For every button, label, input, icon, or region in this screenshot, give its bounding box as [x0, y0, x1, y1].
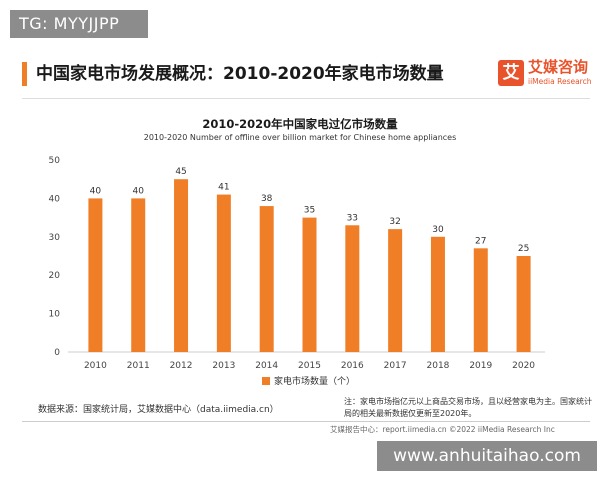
x-tick-label: 2015: [298, 361, 321, 371]
y-tick-label: 30: [49, 233, 61, 243]
legend-swatch: [262, 377, 270, 385]
bar: [174, 179, 189, 352]
brand-name-cn: 艾媒咨询: [528, 58, 589, 76]
bar: [430, 236, 445, 352]
y-tick-label: 20: [49, 271, 61, 281]
bar: [216, 194, 231, 352]
page-title: 中国家电市场发展概况：2010-2020年家电市场数量: [36, 64, 444, 84]
bar: [88, 198, 103, 352]
bar: [131, 198, 146, 352]
data-label: 27: [475, 236, 486, 246]
site-watermark: www.anhuitaihao.com: [377, 441, 597, 471]
bar: [516, 256, 531, 352]
y-tick-label: 50: [49, 156, 61, 166]
x-tick-label: 2013: [212, 361, 235, 371]
data-label: 40: [133, 186, 145, 196]
data-label: 33: [347, 213, 358, 223]
chart-subtitle: 2010-2020 Number of offline over billion…: [143, 133, 457, 142]
bar: [302, 217, 317, 352]
y-tick-label: 0: [54, 348, 60, 358]
data-label: 32: [389, 217, 400, 227]
data-label: 41: [218, 183, 229, 193]
y-tick-label: 40: [49, 194, 61, 204]
chart-title: 2010-2020年中国家电过亿市场数量: [202, 117, 398, 131]
data-label: 40: [90, 186, 102, 196]
data-label: 45: [175, 167, 186, 177]
bar: [345, 225, 360, 352]
x-tick-label: 2011: [127, 361, 150, 371]
x-tick-label: 2017: [384, 361, 407, 371]
header-divider: [22, 98, 590, 99]
legend-label: 家电市场数量（个）: [274, 377, 356, 387]
bar: [388, 229, 403, 352]
data-label: 30: [432, 225, 444, 235]
x-tick-label: 2018: [427, 361, 450, 371]
x-tick-label: 2014: [255, 361, 278, 371]
data-label: 25: [518, 244, 529, 254]
x-tick-label: 2016: [341, 361, 364, 371]
footer-divider: [22, 421, 590, 422]
tg-watermark: TG: MYYJJPP: [10, 10, 148, 38]
brand-name-en: iiMedia Research: [528, 77, 592, 86]
chart-legend: 家电市场数量（个）: [262, 376, 355, 388]
header-accent-bar: [22, 62, 27, 86]
data-source: 数据来源：国家统计局，艾媒数据中心（data.iimedia.cn）: [38, 405, 279, 415]
x-tick-label: 2019: [469, 361, 492, 371]
bar: [259, 206, 274, 352]
footer-credit: 艾媒报告中心：report.iimedia.cn ©2022 iiMedia R…: [330, 425, 555, 434]
x-tick-label: 2020: [512, 361, 535, 371]
x-tick-label: 2012: [170, 361, 193, 371]
brand-mark-icon: 艾: [498, 60, 524, 86]
data-label: 38: [261, 194, 273, 204]
bar-chart: 0 10 20 30 40 50 40 2010 40 2011 45 2012 41 2013 38 201…: [49, 156, 545, 371]
brand-logo: 艾 艾媒咨询 iiMedia Research: [498, 58, 594, 92]
chart-note: 注：家电市场指亿元以上商品交易市场，且以经营家电为主。国家统计局的相关最新数据仅…: [344, 397, 592, 418]
x-tick-label: 2010: [84, 361, 107, 371]
y-tick-label: 10: [49, 310, 61, 320]
bar: [473, 248, 488, 352]
data-label: 35: [304, 206, 315, 216]
